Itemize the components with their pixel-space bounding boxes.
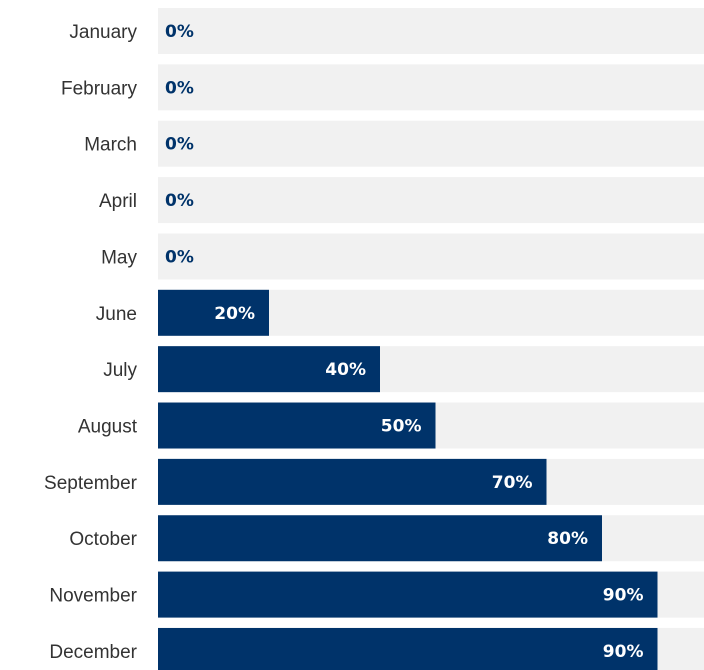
category-label: June xyxy=(96,304,137,325)
value-label: 70% xyxy=(492,473,533,493)
bar-track xyxy=(158,177,704,224)
value-label: 0% xyxy=(165,191,194,211)
bar-track xyxy=(158,120,704,167)
value-label: 0% xyxy=(165,247,194,267)
bar-track xyxy=(158,233,704,280)
category-label: October xyxy=(69,529,137,550)
bar xyxy=(158,289,269,336)
value-label: 80% xyxy=(547,529,588,549)
category-label: November xyxy=(49,586,137,607)
bar xyxy=(158,346,380,393)
value-label: 0% xyxy=(165,135,194,155)
bar-track xyxy=(158,8,704,54)
category-label: May xyxy=(101,247,137,268)
value-label: 40% xyxy=(325,360,366,380)
category-label: March xyxy=(84,135,137,156)
value-label: 90% xyxy=(603,586,644,606)
category-label: January xyxy=(69,22,137,43)
bar xyxy=(158,627,658,670)
bar xyxy=(158,458,547,505)
value-label-group: 0% 0% 0% 0% 0% 20% 40% 50% 70% 80% 90% 90% xyxy=(165,22,644,662)
category-label: December xyxy=(49,642,137,663)
track-group xyxy=(158,8,704,670)
value-label: 0% xyxy=(165,78,194,98)
bar xyxy=(158,402,436,449)
bar-track xyxy=(158,64,704,111)
category-label-group: January February March April May June July Augu… xyxy=(44,22,138,663)
bar xyxy=(158,515,602,562)
bar xyxy=(158,571,658,618)
value-label: 0% xyxy=(165,22,194,42)
value-label: 20% xyxy=(214,304,255,324)
category-label: September xyxy=(44,473,138,494)
category-label: February xyxy=(61,78,138,99)
value-label: 90% xyxy=(603,642,644,662)
category-label: August xyxy=(78,417,138,438)
value-label: 50% xyxy=(381,417,422,437)
category-label: July xyxy=(103,360,137,381)
bar-group xyxy=(158,289,658,670)
category-label: April xyxy=(99,191,137,212)
